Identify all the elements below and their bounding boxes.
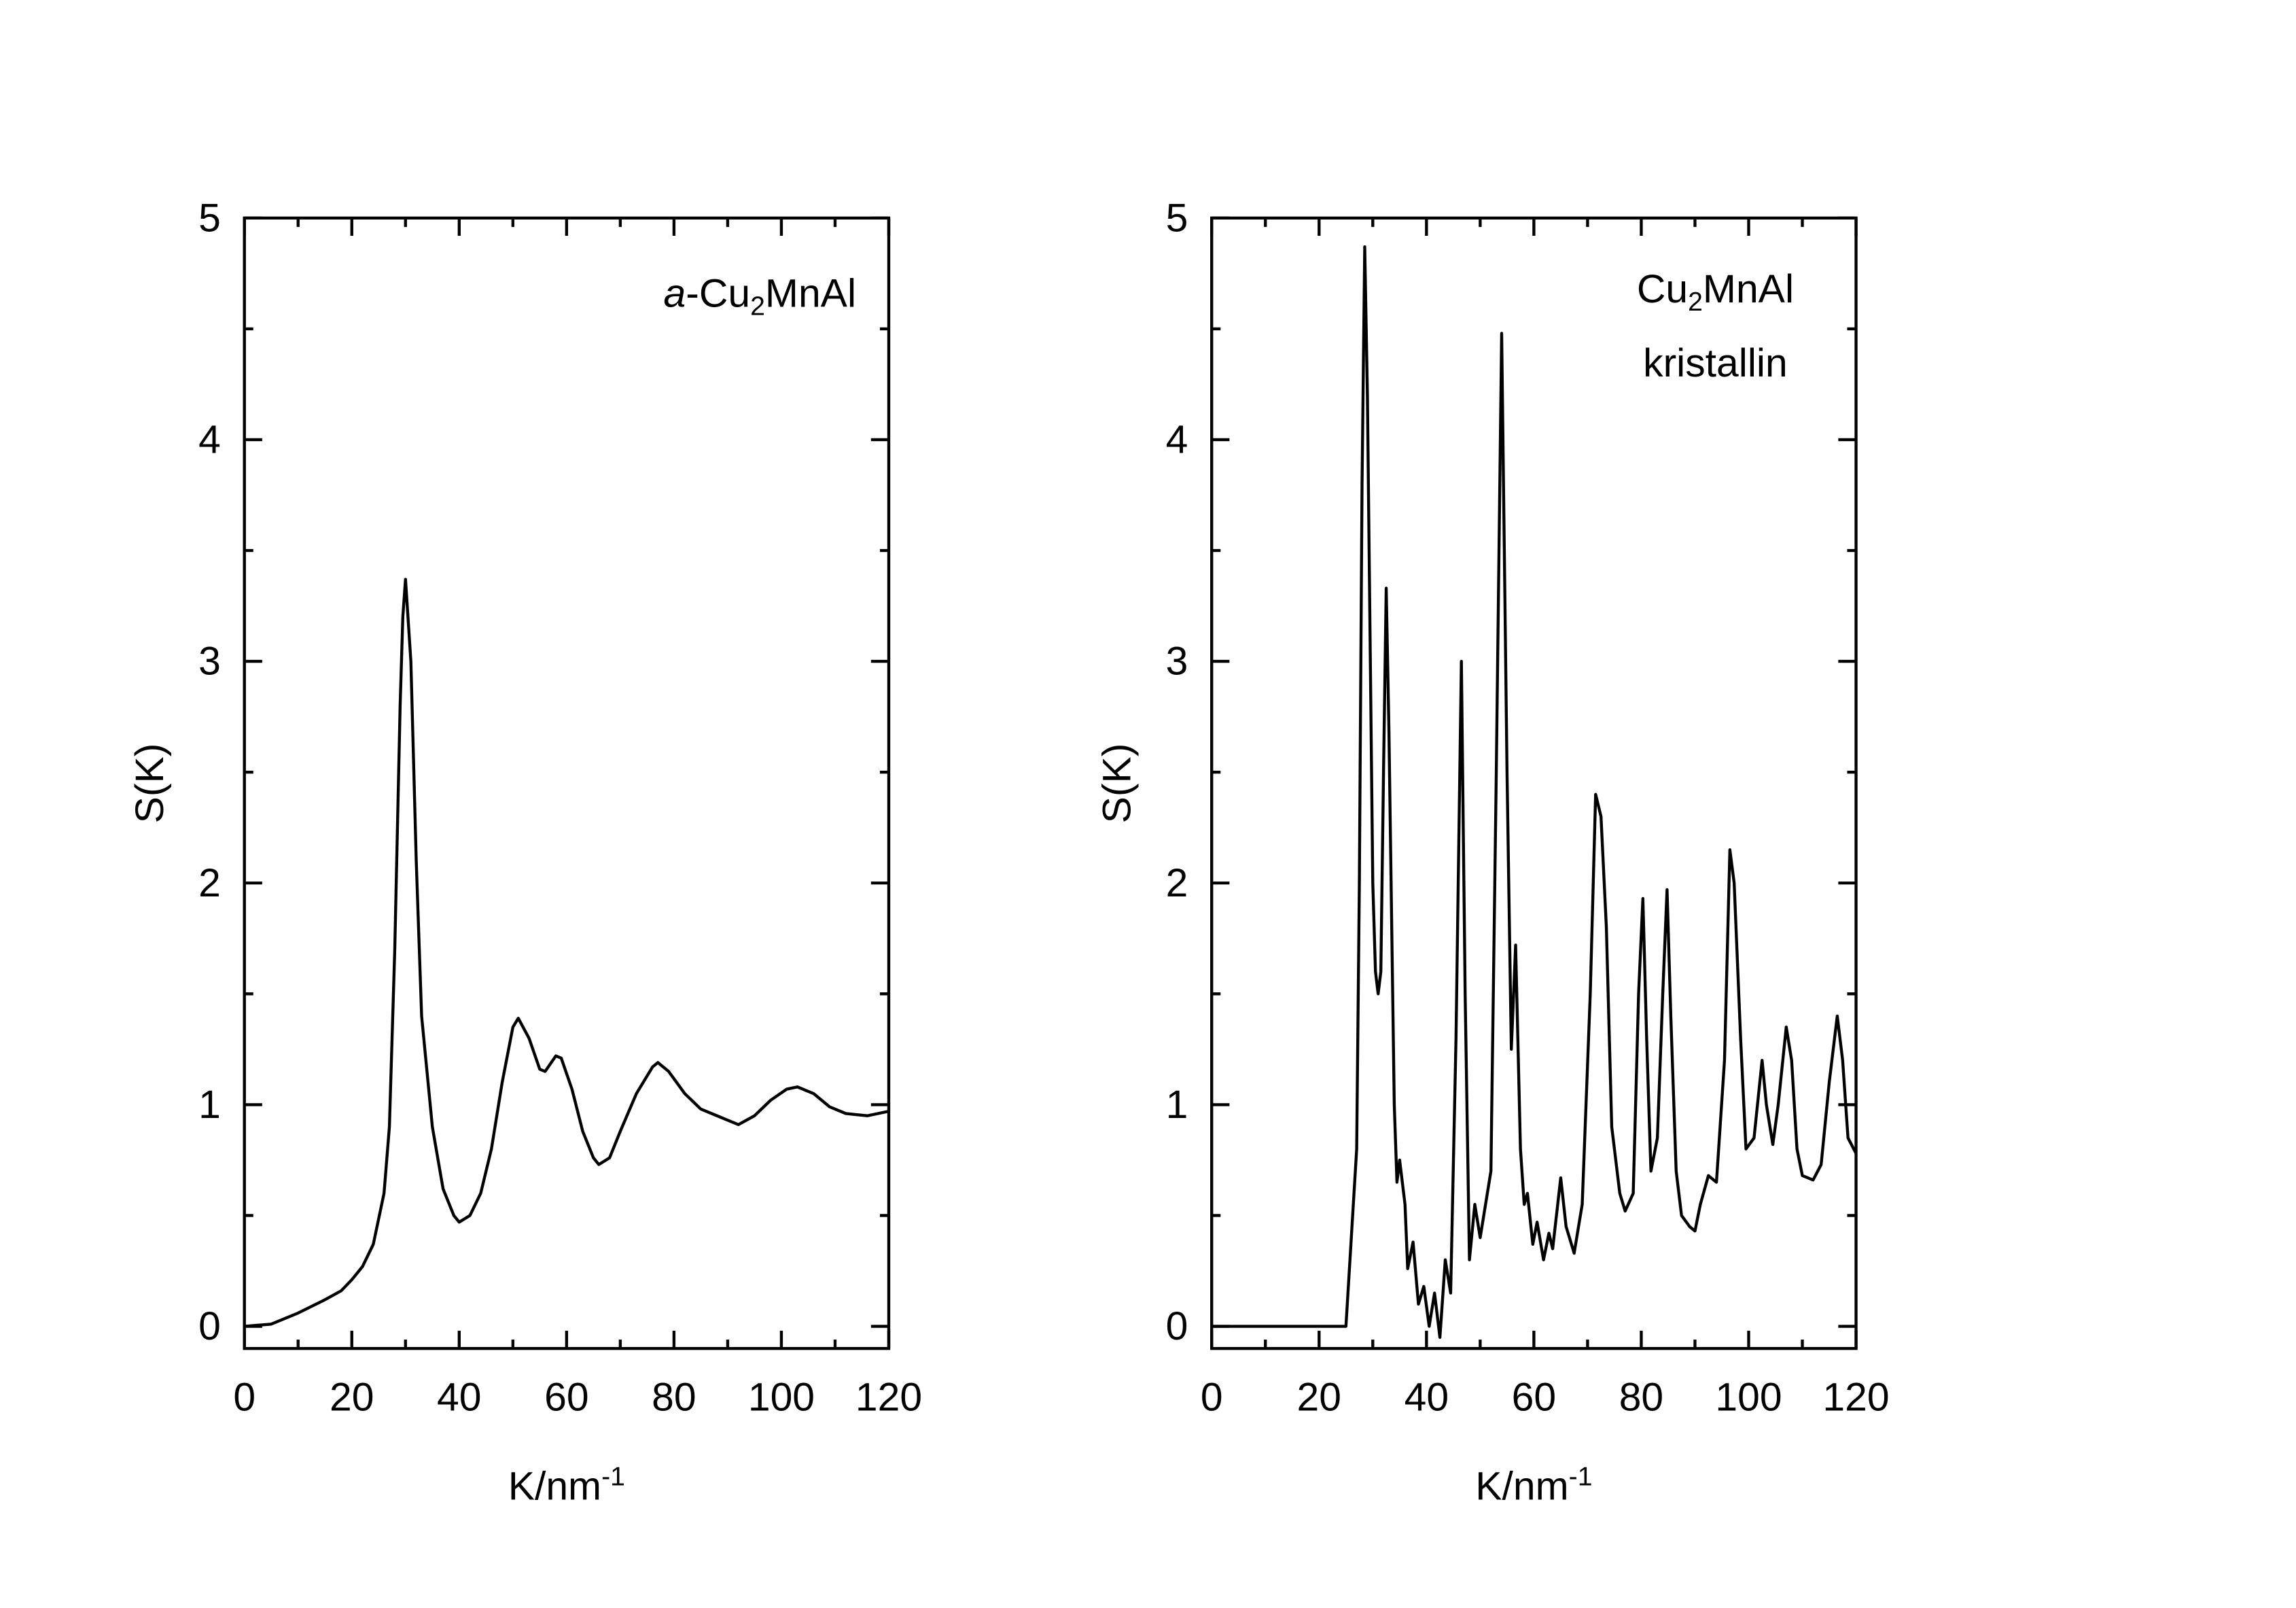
plot-frame xyxy=(243,216,891,1350)
data-line xyxy=(244,578,889,1328)
y-tick-label: 4 xyxy=(1166,418,1188,462)
chart: 0 20 40 60 80 100 120012345S(K)K/nm-1Cu2MnAlkr… xyxy=(1095,196,1889,1508)
plot-frame xyxy=(1210,216,1858,1350)
x-tick-label: 0 xyxy=(1201,1376,1223,1420)
y-tick-label: 5 xyxy=(1166,196,1188,240)
text-part: 2 xyxy=(1688,287,1703,317)
y-tick-label: 1 xyxy=(1166,1083,1188,1127)
y-tick-label: 0 xyxy=(1166,1304,1188,1348)
x-tick-label: 40 xyxy=(437,1376,481,1420)
y-tick-label: 2 xyxy=(198,861,221,905)
text-part: Cu xyxy=(1637,267,1688,311)
annotation: Cu2MnAl xyxy=(1637,267,1794,317)
x-tick-label: 0 xyxy=(233,1376,255,1420)
y-tick-label: 3 xyxy=(198,640,221,684)
x-tick-label: 120 xyxy=(855,1376,922,1420)
data-line xyxy=(1212,245,1858,1340)
x-tick-label: 60 xyxy=(544,1376,588,1420)
x-axis-label: K/nm-1 xyxy=(1475,1461,1592,1508)
x-tick-label: 120 xyxy=(1822,1376,1889,1420)
text-part: 2 xyxy=(750,291,765,321)
x-axis-label: K/nm-1 xyxy=(508,1461,625,1508)
text-part: MnAl xyxy=(765,272,856,316)
text-part: MnAl xyxy=(1703,267,1794,311)
text-part: a xyxy=(664,272,686,316)
x-tick-label: 100 xyxy=(748,1376,815,1420)
x-tick-label: 100 xyxy=(1715,1376,1782,1420)
text-part: -1 xyxy=(1569,1461,1593,1491)
text-part: -1 xyxy=(601,1461,625,1491)
y-axis-label: S(K) xyxy=(128,744,172,824)
y-tick-label: 5 xyxy=(198,196,221,240)
x-tick-label: 20 xyxy=(330,1376,374,1420)
y-tick-label: 0 xyxy=(198,1304,221,1348)
y-tick-label: 3 xyxy=(1166,640,1188,684)
y-tick-label: 1 xyxy=(198,1083,221,1127)
annotation: kristallin xyxy=(1643,341,1788,385)
text-part: -Cu xyxy=(686,272,750,316)
x-tick-label: 80 xyxy=(652,1376,696,1420)
y-axis-label: S(K) xyxy=(1095,744,1139,824)
annotation: a-Cu2MnAl xyxy=(664,272,857,321)
x-tick-label: 80 xyxy=(1619,1376,1663,1420)
x-tick-label: 40 xyxy=(1405,1376,1449,1420)
text-part: kristallin xyxy=(1643,341,1788,385)
text-part: K/nm xyxy=(508,1465,601,1509)
y-tick-label: 2 xyxy=(1166,861,1188,905)
y-tick-label: 4 xyxy=(198,418,221,462)
x-tick-label: 20 xyxy=(1297,1376,1341,1420)
text-part: K/nm xyxy=(1475,1465,1568,1509)
x-tick-label: 60 xyxy=(1512,1376,1556,1420)
